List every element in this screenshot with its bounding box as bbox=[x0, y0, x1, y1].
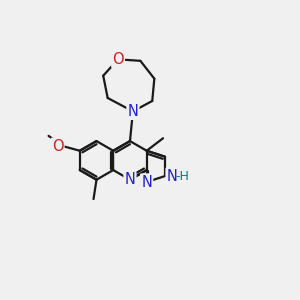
Text: N: N bbox=[128, 104, 138, 119]
Text: O: O bbox=[52, 139, 63, 154]
Text: N: N bbox=[141, 175, 152, 190]
Text: N: N bbox=[124, 172, 135, 187]
Text: O: O bbox=[112, 52, 124, 67]
Text: N: N bbox=[167, 169, 177, 184]
Text: -H: -H bbox=[176, 169, 189, 182]
